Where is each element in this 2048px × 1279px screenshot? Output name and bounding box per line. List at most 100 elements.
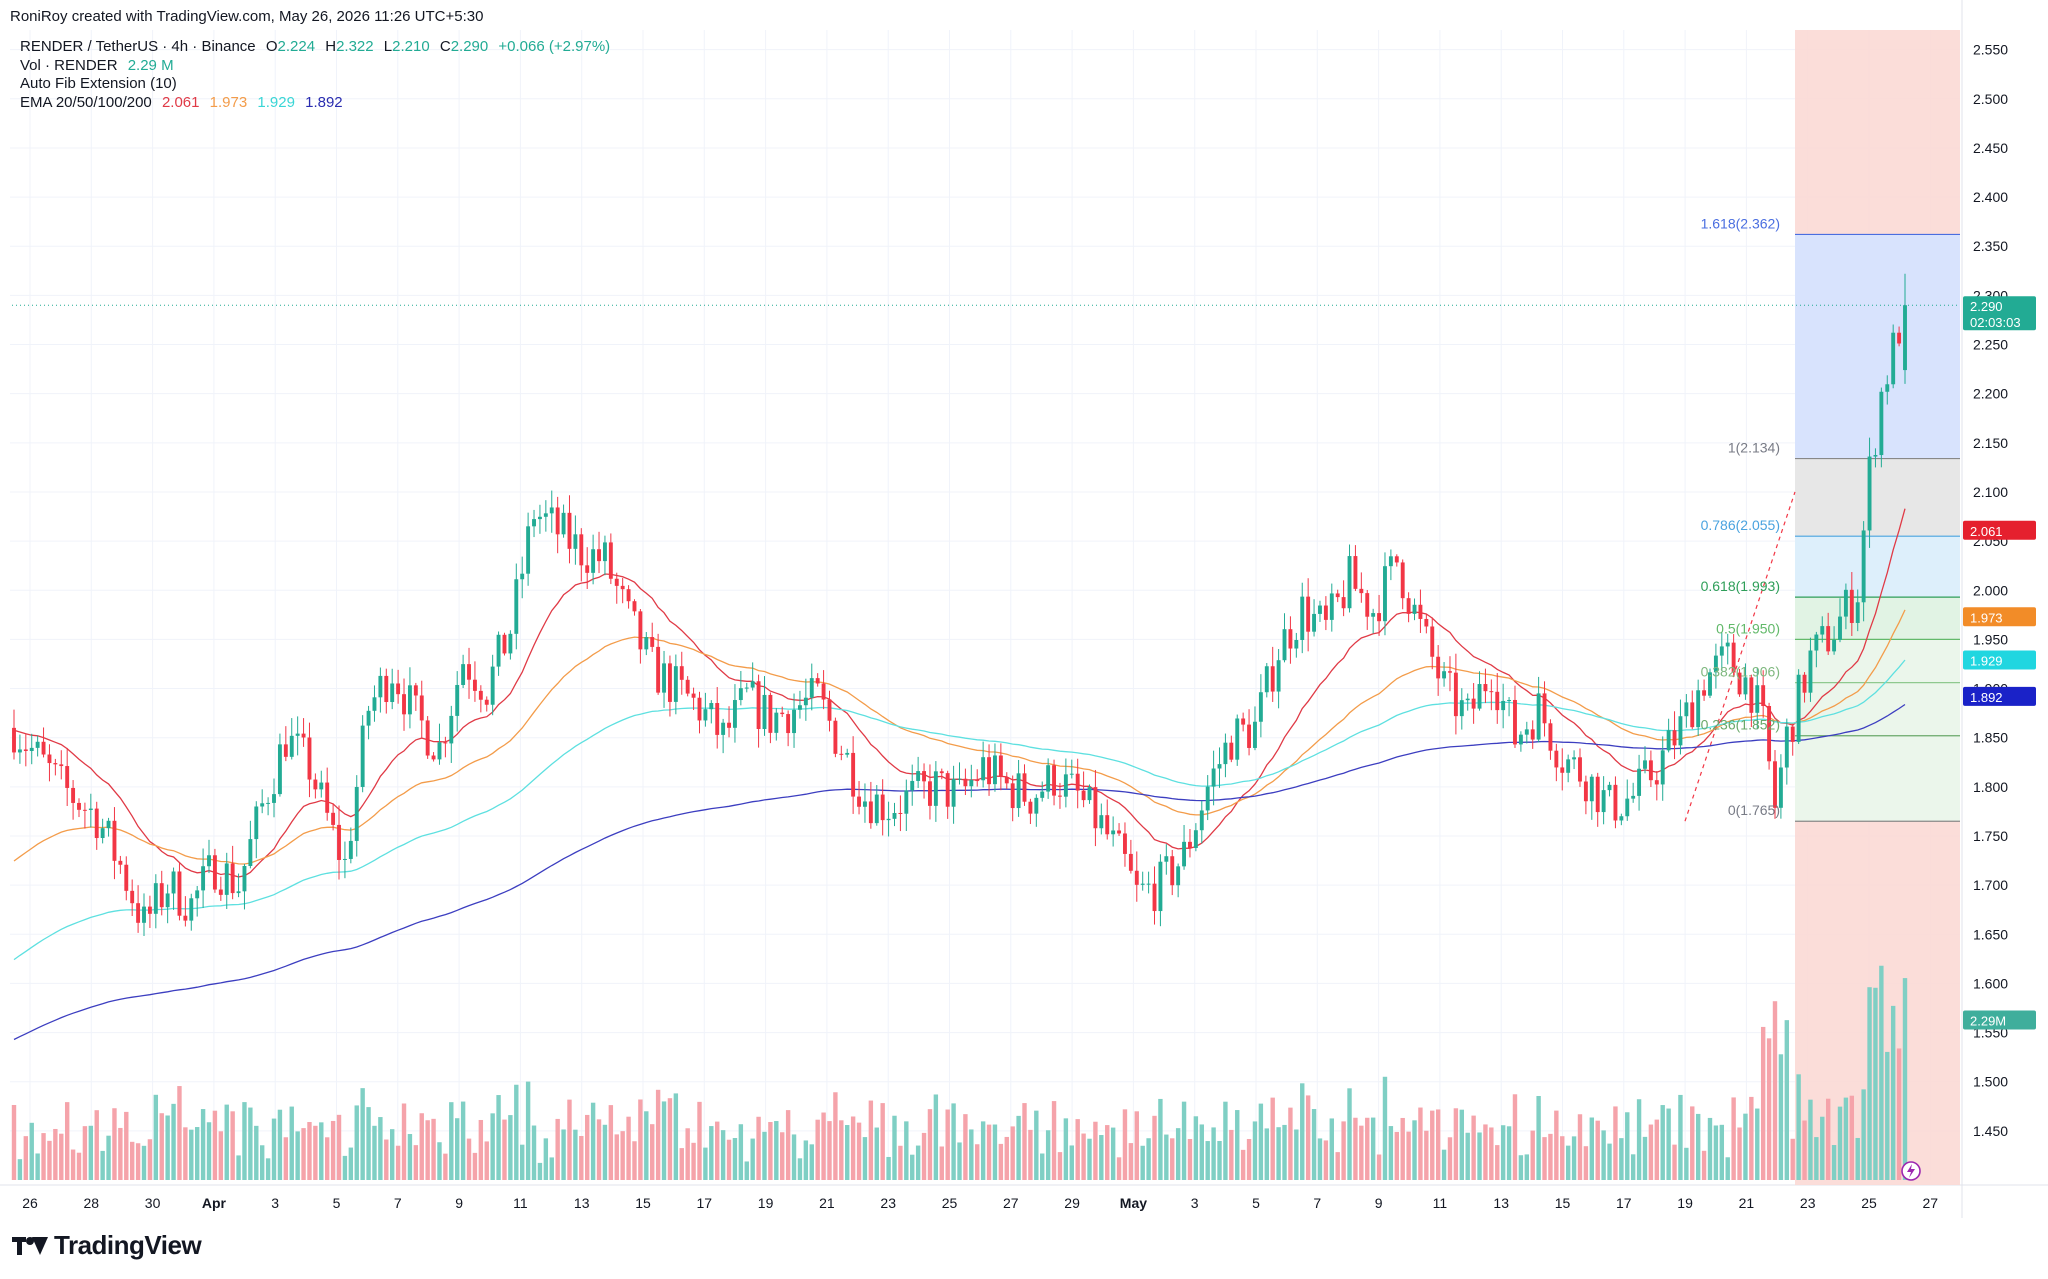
candle-body [1146,883,1151,885]
volume-bar [992,1124,998,1180]
volume-bar [1175,1128,1181,1180]
candle-body [691,693,696,698]
candle-body [597,549,601,562]
candle-body [1483,684,1488,692]
legend-close: 2.290 [450,38,489,55]
price-tick-label: 2.350 [1973,238,2008,254]
time-tick-label: 11 [1433,1195,1448,1211]
candle-body [1778,767,1783,808]
candle-body [201,866,206,891]
volume-bar [1701,1150,1707,1180]
price-tick-label: 1.700 [1973,877,2008,893]
volume-bar [1849,1095,1855,1180]
candle-body [100,828,105,839]
candle-body [319,782,324,790]
candle-body [384,675,389,703]
price-tick-label: 1.500 [1973,1074,2008,1090]
volume-bar [803,1140,809,1180]
fib-zone [1795,30,1960,235]
volume-bar [47,1140,52,1180]
candle-body [461,664,466,685]
candle-body [402,694,406,715]
price-axis[interactable]: 1.4501.5001.5501.6001.6501.7001.7501.800… [1973,42,2008,1139]
volume-bar [892,1115,897,1180]
candle-body [372,697,377,711]
price-tick-label: 2.450 [1973,140,2008,156]
candle-body [786,714,791,734]
candle-body [1536,693,1541,740]
volume-bar [1110,1127,1116,1180]
volume-bar [1370,1117,1376,1180]
candle-body [1849,589,1854,623]
candle-body [591,549,596,573]
volume-bar [76,1152,82,1180]
candle-body [1501,700,1506,711]
volume-bar [543,1138,549,1180]
candle-body [780,712,785,715]
volume-bar [750,1138,755,1180]
candle-body [390,683,395,703]
volume-bar [726,1139,732,1180]
candle-body [12,727,16,753]
volume-bar [1660,1105,1665,1180]
candle-body [1495,691,1500,711]
volume-bar [1778,1054,1784,1180]
volume-bar [508,1115,513,1180]
volume-bar [602,1124,608,1180]
candle-body [1383,566,1387,622]
candle-body [939,771,944,774]
candle-body [1105,815,1110,835]
time-tick-label: 15 [1555,1195,1571,1211]
volume-bar [460,1101,466,1180]
volume-bar [691,1142,696,1180]
legend-symbol-row[interactable]: RENDER / TetherUS · 4h · Binance O2.224 … [20,38,610,57]
time-tick-label: 27 [1923,1195,1939,1211]
candle-body [348,840,353,859]
volume-bar [1548,1133,1553,1180]
candle-body [1696,690,1701,728]
candle-body [585,565,590,573]
volume-bar [1022,1103,1027,1180]
volume-bar [319,1122,324,1180]
volume-bar [1495,1145,1500,1180]
candle-body [1838,616,1842,640]
candle-body [1347,556,1352,609]
candle-body [1678,716,1683,746]
price-tick-label: 2.550 [1973,42,2008,58]
brand-name: TradingView [54,1230,202,1260]
candle-body [272,794,276,803]
candle-body [1270,666,1275,692]
candle-body [1034,797,1039,814]
candle-body [142,906,146,923]
legend-ema-row[interactable]: EMA 20/50/100/200 2.061 1.973 1.929 1.89… [20,94,610,113]
candle-body [236,891,241,894]
volume-bar [1240,1149,1246,1180]
volume-bar [1435,1109,1441,1180]
volume-bar [1276,1127,1281,1180]
fib-level-labels: 1.618(2.362) 1(2.134) 0.786(2.055) 0.618(1.… [1701,215,1780,818]
volume-bar [283,1137,289,1180]
volume-bar [29,1122,34,1180]
legend-volume-row[interactable]: Vol · RENDER 2.29 M [20,57,610,76]
volume-bar [1530,1130,1535,1180]
candle-body [1359,588,1364,594]
candle-body [1684,702,1689,717]
volume-bar [520,1144,525,1180]
volume-bar [135,1143,141,1180]
candle-body [1601,790,1606,813]
volume-bar [1760,1026,1766,1180]
tradingview-brand[interactable]: TradingView [12,1230,202,1261]
volume-bar [1607,1143,1612,1180]
candle-body [425,720,430,756]
candle-body [644,637,649,650]
candle-body [1897,332,1902,344]
time-axis[interactable]: 26 28 30 Apr 3 5 7 9 11 13 15 17 19 21 23 25 27 29 May 3 5 7 9… [22,1195,1938,1211]
candle-body [662,663,666,693]
volume-bar [59,1133,64,1180]
volume-tag [1963,1010,2036,1030]
volume-bar [1630,1154,1636,1180]
legend-fib-row[interactable]: Auto Fib Extension (10) [20,75,610,94]
candle-body [1394,556,1399,563]
candle-body [407,685,412,715]
